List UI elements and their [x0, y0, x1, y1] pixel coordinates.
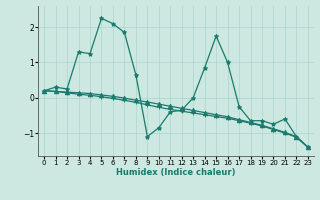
X-axis label: Humidex (Indice chaleur): Humidex (Indice chaleur): [116, 168, 236, 177]
